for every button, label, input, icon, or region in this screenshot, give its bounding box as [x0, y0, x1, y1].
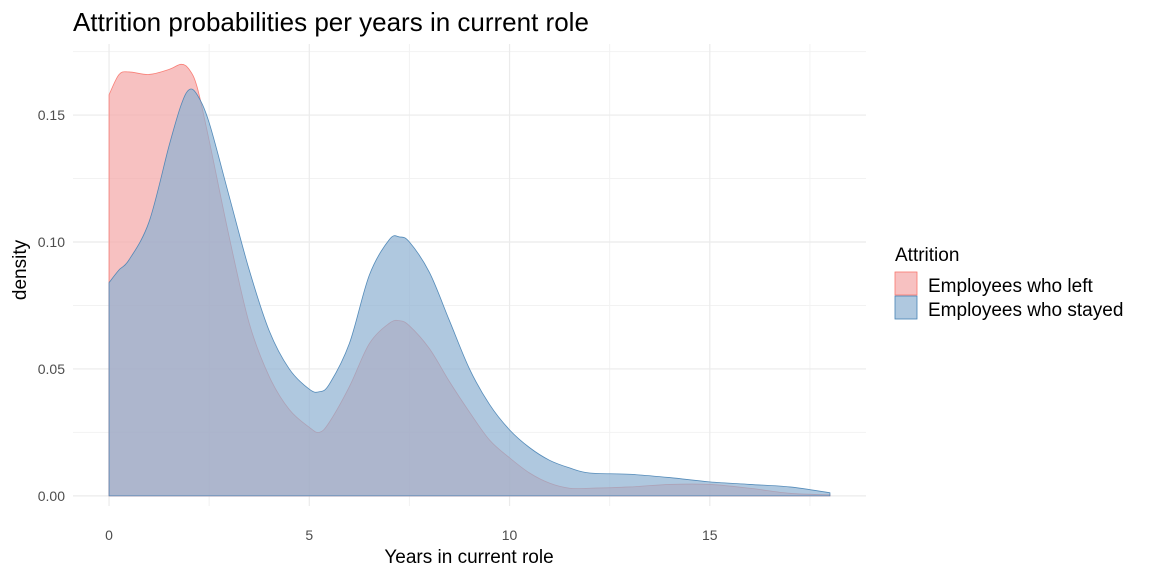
- x-axis-ticks: 0 5 10 15: [105, 527, 718, 543]
- legend: Attrition Employees who left Employees w…: [894, 245, 1123, 321]
- y-tick-label: 0.05: [38, 361, 65, 377]
- chart-title: Attrition probabilities per years in cur…: [73, 7, 589, 37]
- legend-key-employees-who-stayed: [894, 295, 918, 320]
- y-tick-label: 0.10: [38, 234, 65, 250]
- legend-label-employees-who-left: Employees who left: [928, 276, 1093, 297]
- density-area-employees-who-stayed: [108, 88, 831, 497]
- legend-label-employees-who-stayed: Employees who stayed: [928, 300, 1123, 321]
- y-tick-label: 0.15: [38, 107, 65, 123]
- y-axis-title: density: [10, 239, 31, 300]
- legend-title: Attrition: [895, 245, 959, 266]
- x-tick-label: 5: [305, 527, 313, 543]
- y-tick-label: 0.00: [38, 488, 65, 504]
- x-tick-label: 15: [702, 527, 718, 543]
- x-tick-label: 0: [105, 527, 113, 543]
- x-axis-title: Years in current role: [384, 547, 553, 568]
- x-tick-label: 10: [502, 527, 518, 543]
- legend-key-employees-who-left: [894, 271, 918, 296]
- y-axis-ticks: 0.00 0.05 0.10 0.15: [38, 107, 65, 504]
- density-areas: [108, 63, 831, 497]
